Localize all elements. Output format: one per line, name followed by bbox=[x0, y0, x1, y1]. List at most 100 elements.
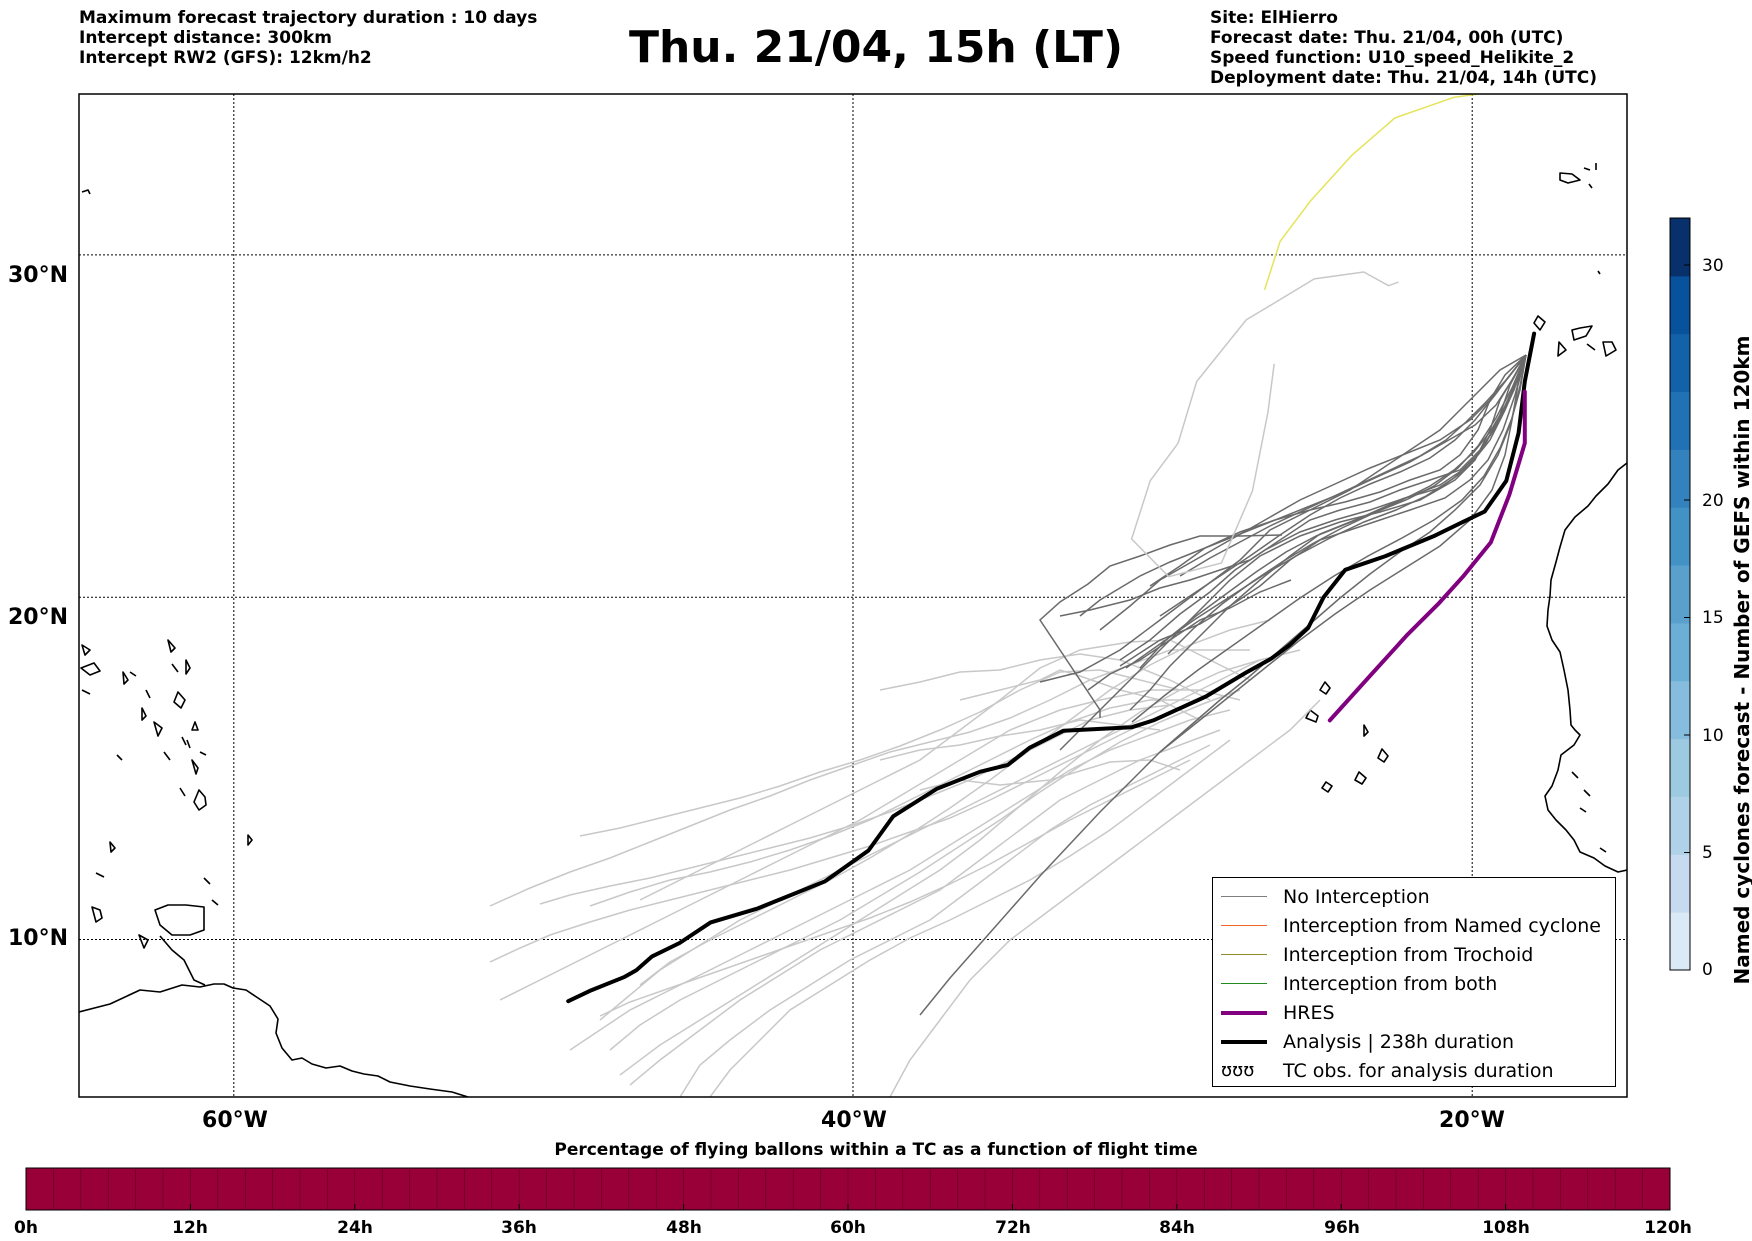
hres-track bbox=[1327, 389, 1527, 723]
ensemble-track bbox=[1131, 354, 1527, 723]
ensemble-track bbox=[1059, 354, 1527, 617]
legend-label: Analysis | 238h duration bbox=[1283, 1030, 1515, 1053]
legend-swatch-black bbox=[1221, 1039, 1267, 1044]
colorbar-segment bbox=[1670, 507, 1690, 566]
ensemble-track bbox=[569, 709, 1231, 1051]
colorbar-segment bbox=[1670, 738, 1690, 797]
lon-label-60w: 60°W bbox=[202, 1108, 268, 1133]
vertical-colorbar bbox=[1669, 217, 1691, 971]
lesser-antilles bbox=[80, 639, 253, 949]
time-tick: 0h bbox=[14, 1218, 38, 1238]
ensemble-track bbox=[1149, 354, 1527, 587]
colorbar-segment bbox=[1670, 218, 1690, 277]
legend-label: Interception from both bbox=[1283, 972, 1498, 995]
legend-label: No Interception bbox=[1283, 885, 1430, 908]
ensemble-track bbox=[539, 704, 1171, 905]
ensemble-track bbox=[1039, 354, 1527, 683]
forecast-date-text: Forecast date: Thu. 21/04, 00h (UTC) bbox=[1210, 28, 1564, 48]
ensemble-track bbox=[1079, 354, 1527, 617]
main-tracks bbox=[566, 94, 1537, 1004]
ensemble-track bbox=[639, 639, 1251, 901]
ensemble-track bbox=[599, 759, 1191, 1017]
max-trajectory-duration-text: Maximum forecast trajectory duration : 1… bbox=[79, 8, 538, 28]
intercept-distance-text: Intercept distance: 300km bbox=[79, 28, 332, 48]
legend-label: HRES bbox=[1283, 1001, 1335, 1024]
time-tick: 36h bbox=[501, 1218, 537, 1238]
ensemble-track bbox=[959, 669, 1201, 721]
ensemble-track bbox=[1039, 534, 1283, 718]
ensemble-track bbox=[1087, 579, 1292, 691]
deployment-date-text: Deployment date: Thu. 21/04, 14h (UTC) bbox=[1210, 68, 1597, 88]
ensemble-track bbox=[1159, 354, 1527, 617]
legend-label: TC obs. for analysis duration bbox=[1283, 1059, 1554, 1082]
ensemble-track bbox=[1125, 354, 1527, 669]
colorbar-segment bbox=[1670, 333, 1690, 393]
lat-label-20n: 20°N bbox=[8, 605, 69, 630]
ensemble-track bbox=[639, 619, 1271, 986]
ensemble-track bbox=[1179, 354, 1527, 577]
page-title: Thu. 21/04, 15h (LT) bbox=[628, 22, 1124, 73]
atlantic-dot bbox=[81, 189, 91, 195]
ensemble-track bbox=[919, 354, 1527, 1016]
legend-item-both: Interception from both bbox=[1221, 969, 1615, 998]
legend-item-tc-obs: ʊʊʊ TC obs. for analysis duration bbox=[1221, 1056, 1615, 1085]
ensemble-track bbox=[879, 719, 1161, 761]
legend-swatch-olive bbox=[1221, 954, 1267, 955]
ensemble-track bbox=[679, 744, 1211, 1097]
site-text: Site: ElHierro bbox=[1210, 8, 1338, 28]
colorbar-segment bbox=[1670, 854, 1690, 913]
africa-coastline bbox=[1544, 462, 1627, 873]
madeira-islands bbox=[1559, 163, 1597, 189]
colorbar-tick: 15 bbox=[1702, 608, 1724, 628]
colorbar-segment bbox=[1670, 565, 1690, 624]
ensemble-tracks-light bbox=[489, 619, 1321, 1097]
colorbar-tick: 0 bbox=[1702, 960, 1713, 980]
ensemble-track bbox=[589, 699, 1190, 907]
tc-symbol-icon: ʊʊʊ bbox=[1221, 1060, 1255, 1081]
time-tick: 120h bbox=[1644, 1218, 1692, 1238]
intercept-rw2-text: Intercept RW2 (GFS): 12km/h2 bbox=[79, 48, 372, 68]
analysis-238h-duration-track bbox=[566, 331, 1537, 1004]
west-africa-islands bbox=[1571, 771, 1607, 853]
ensemble-track bbox=[619, 659, 1261, 1076]
speed-function-text: Speed function: U10_speed_Helikite_2 bbox=[1210, 48, 1575, 68]
legend-swatch-grey bbox=[1221, 896, 1267, 897]
ensemble-track bbox=[1139, 354, 1527, 669]
colorbar-segment bbox=[1670, 449, 1690, 508]
legend-swatch-purple bbox=[1221, 1010, 1267, 1015]
header-left-info: Maximum forecast trajectory duration : 1… bbox=[79, 8, 537, 68]
colorbar-segment bbox=[1670, 796, 1690, 855]
lon-label-40w: 40°W bbox=[821, 1108, 887, 1133]
colorbar-vertical-label: Named cyclones forecast - Number of GEFS… bbox=[1730, 335, 1752, 985]
ensemble-track bbox=[879, 653, 1211, 701]
time-tick: 108h bbox=[1482, 1218, 1530, 1238]
colorbar-frame bbox=[1669, 217, 1691, 971]
ensemble-track bbox=[489, 719, 1151, 963]
ensemble-track bbox=[599, 649, 1301, 1021]
colorbar-segment bbox=[1670, 680, 1690, 740]
legend-item-hres: HRES bbox=[1221, 998, 1615, 1027]
ensemble-track bbox=[579, 669, 1181, 837]
legend-swatch-orange bbox=[1221, 925, 1267, 926]
legend: No Interception Interception from Named … bbox=[1212, 877, 1616, 1087]
header-right-info: Site: ElHierro Forecast date: Thu. 21/04… bbox=[1210, 8, 1597, 88]
time-tick: 24h bbox=[337, 1218, 373, 1238]
legend-item-named-cyclone: Interception from Named cyclone bbox=[1221, 911, 1615, 940]
colorbar-tick: 5 bbox=[1702, 843, 1713, 863]
lat-label-10n: 10°N bbox=[8, 926, 69, 951]
ensemble-track bbox=[1099, 354, 1527, 631]
legend-label: Interception from Named cyclone bbox=[1283, 914, 1601, 937]
ensemble-track bbox=[489, 649, 1250, 907]
colorbar-segment bbox=[1670, 912, 1690, 971]
venezuela-coast-detail bbox=[159, 935, 206, 986]
colorbar-tick: 20 bbox=[1702, 491, 1724, 511]
map-frame bbox=[78, 93, 1628, 1098]
legend-item-no-interception: No Interception bbox=[1221, 882, 1615, 911]
ensemble-track bbox=[1167, 354, 1527, 655]
time-tick: 12h bbox=[172, 1218, 208, 1238]
time-tick: 72h bbox=[995, 1218, 1031, 1238]
lat-label-30n: 30°N bbox=[8, 263, 69, 288]
legend-item-trochoid: Interception from Trochoid bbox=[1221, 940, 1615, 969]
azores-dot bbox=[1597, 270, 1601, 275]
